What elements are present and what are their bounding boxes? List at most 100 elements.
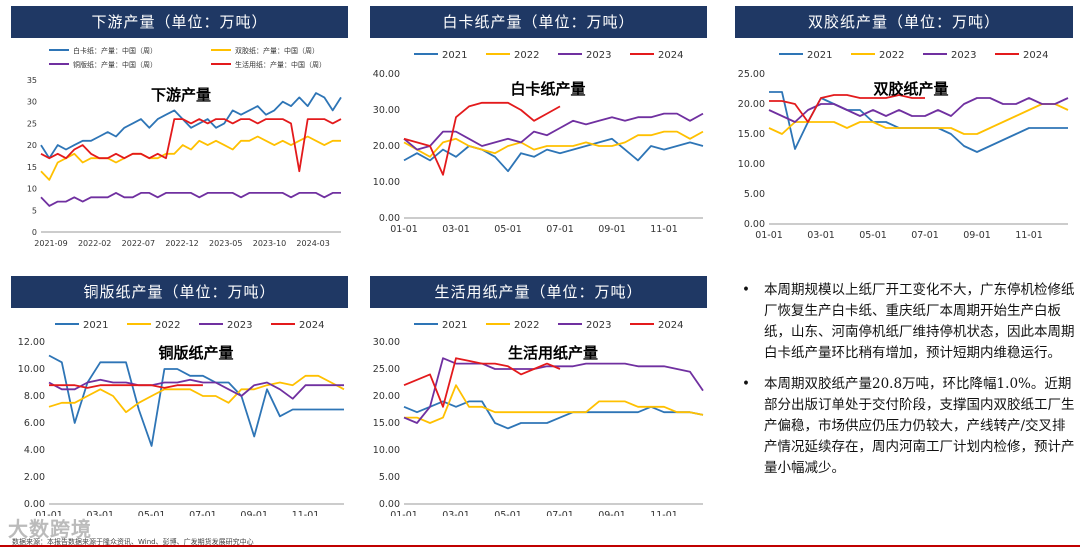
chart-coated: 2021 2022 2023 2024 0.00 2.00 4.00 6.00 8.00 10.0… [18, 320, 345, 516]
x-tick-label: 07-01 [546, 224, 574, 235]
series-line-2024 [403, 101, 561, 176]
x-tick-label: 11-01 [1015, 230, 1043, 241]
chart-header: 铜版纸产量（单位：万吨） [11, 276, 348, 308]
chart-inner-title: 双胶纸产量 [873, 80, 948, 98]
y-tick-label: 40.00 [373, 69, 400, 80]
x-tick-label: 03-01 [807, 230, 835, 241]
series-line-2023 [768, 97, 1069, 123]
note-item: • 本周期规模以上纸厂开工变化不大，广东停机检修纸厂恢复生产白卡纸、重庆纸厂本周… [740, 280, 1075, 364]
x-tick-label: 11-01 [650, 224, 678, 235]
x-tick-label: 09-01 [240, 510, 268, 516]
y-tick-label: 25 [27, 119, 37, 128]
x-tick-label: 07-01 [189, 510, 217, 516]
legend-label: 白卡纸：产量：中国（周） [73, 46, 157, 55]
x-tick-label: 05-01 [138, 510, 166, 516]
legend-label: 双胶纸：产量：中国（周） [235, 46, 319, 55]
x-tick-label: 05-01 [494, 224, 522, 235]
x-tick-label: 03-01 [86, 510, 114, 516]
source-note: 数据来源：本报告数据来源于隆众资讯、Wind、彭博、广发期货发展研究中心 [12, 538, 254, 546]
y-tick-label: 0 [32, 228, 37, 237]
panel-offset: 双胶纸产量（单位：万吨） 2021 2022 2023 2024 0.00 5.00 10.… [735, 6, 1075, 246]
y-tick-label: 25.00 [373, 364, 400, 375]
x-tick-label: 2022-02 [78, 239, 111, 246]
x-tick-label: 09-01 [963, 230, 991, 241]
legend-label: 2022 [155, 320, 180, 331]
legend-label: 铜版纸：产量：中国（周） [73, 60, 157, 69]
series-line-2022 [768, 103, 1069, 135]
series-line-2023 [403, 112, 704, 151]
x-tick-label: 05-01 [494, 510, 522, 516]
series-line-2024 [403, 357, 561, 408]
series-line-2021 [48, 354, 344, 447]
x-tick-label: 01-01 [35, 510, 63, 516]
series-line-2021 [403, 400, 704, 430]
note-text: 本周期双胶纸产量20.8万吨，环比降幅1.0%。近期部分出版订单处于交付阶段，支… [764, 376, 1075, 476]
series-line- [40, 92, 342, 160]
y-tick-label: 5 [32, 206, 37, 215]
y-tick-label: 15 [27, 163, 37, 172]
watermark: 大数跨境 [8, 517, 92, 541]
legend-label: 2022 [514, 50, 539, 61]
note-text: 本周期规模以上纸厂开工变化不大，广东停机检修纸厂恢复生产白卡纸、重庆纸厂本周期开… [764, 282, 1075, 361]
legend-label: 2022 [514, 320, 539, 331]
series-line-2021 [403, 137, 704, 173]
y-tick-label: 12.00 [18, 337, 45, 348]
y-tick-label: 30.00 [373, 337, 400, 348]
legend-label: 2024 [658, 320, 683, 331]
legend-label: 2024 [1023, 50, 1048, 61]
y-tick-label: 30 [27, 98, 37, 107]
y-tick-label: 0.00 [24, 499, 45, 510]
y-tick-label: 15.00 [373, 418, 400, 429]
chart-inner-title: 生活用纸产量 [508, 344, 598, 362]
legend-label: 2022 [879, 50, 904, 61]
y-tick-label: 6.00 [24, 418, 45, 429]
y-tick-label: 20.00 [738, 99, 765, 110]
y-tick-label: 15.00 [738, 129, 765, 140]
y-tick-label: 20.00 [373, 141, 400, 152]
x-tick-label: 03-01 [442, 224, 470, 235]
chart-inner-title: 铜版纸产量 [158, 344, 233, 362]
series-line-2023 [48, 378, 344, 400]
legend-label: 2023 [951, 50, 976, 61]
y-tick-label: 10.00 [738, 159, 765, 170]
legend-label: 2023 [586, 50, 611, 61]
legend-label: 2023 [586, 320, 611, 331]
x-tick-label: 11-01 [650, 510, 678, 516]
x-tick-label: 09-01 [598, 510, 626, 516]
y-tick-label: 30.00 [373, 105, 400, 116]
y-tick-label: 4.00 [24, 445, 45, 456]
y-tick-label: 10.00 [373, 445, 400, 456]
y-tick-label: 25.00 [738, 69, 765, 80]
legend-label: 2021 [442, 50, 467, 61]
note-item: • 本周期双胶纸产量20.8万吨，环比降幅1.0%。近期部分出版订单处于交付阶段… [740, 374, 1075, 479]
y-tick-label: 0.00 [379, 499, 400, 510]
chart-header: 双胶纸产量（单位：万吨） [735, 6, 1073, 38]
panel-downstream: 下游产量（单位：万吨） 白卡纸：产量：中国（周） 双胶纸：产量：中国（周） 铜版纸：… [11, 6, 348, 246]
y-tick-label: 35 [27, 76, 37, 85]
x-tick-label: 11-01 [292, 510, 320, 516]
legend-label: 2024 [658, 50, 683, 61]
panel-whiteboard: 白卡纸产量（单位：万吨） 2021 2022 2023 2024 0.00 10.00 20… [370, 6, 710, 246]
series-line-2022 [404, 384, 704, 424]
x-tick-label: 07-01 [546, 510, 574, 516]
series-line-2024 [49, 384, 203, 389]
x-tick-label: 2022-07 [122, 239, 155, 246]
x-tick-label: 2023-05 [209, 239, 242, 246]
commentary: • 本周期规模以上纸厂开工变化不大，广东停机检修纸厂恢复生产白卡纸、重庆纸厂本周… [740, 280, 1075, 489]
x-tick-label: 2022-12 [165, 239, 198, 246]
series-line-2023 [403, 357, 704, 424]
footer-divider [0, 545, 1080, 547]
x-tick-label: 01-01 [390, 224, 418, 235]
x-tick-label: 2021-09 [34, 239, 67, 246]
chart-inner-title: 白卡纸产量 [510, 80, 585, 98]
x-tick-label: 2023-10 [253, 239, 286, 246]
x-tick-label: 2024-03 [296, 239, 329, 246]
legend-label: 2021 [83, 320, 108, 331]
x-tick-label: 07-01 [911, 230, 939, 241]
x-tick-label: 09-01 [598, 224, 626, 235]
series-line-2022 [403, 130, 704, 158]
x-tick-label: 03-01 [442, 510, 470, 516]
panel-coated: 铜版纸产量（单位：万吨） 2021 2022 2023 2024 0.00 2.00 4.0… [11, 276, 351, 516]
y-tick-label: 8.00 [24, 391, 45, 402]
series-line- [40, 191, 341, 207]
